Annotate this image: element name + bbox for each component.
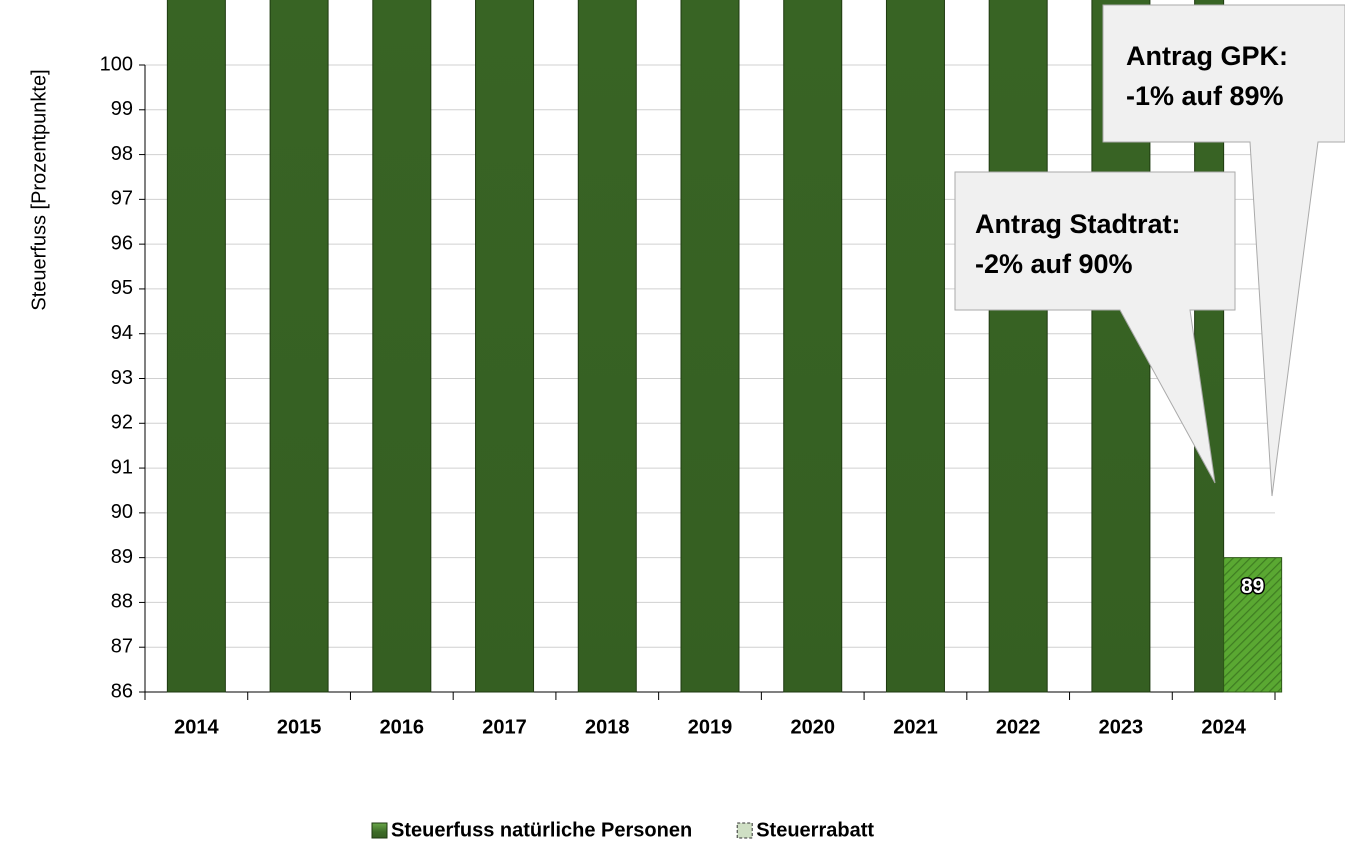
y-tick-label: 97 <box>111 188 133 210</box>
y-tick-label: 92 <box>111 412 133 434</box>
legend-swatch <box>371 822 388 839</box>
x-tick-label: 2020 <box>790 716 835 738</box>
legend-label: Steuerrabatt <box>756 819 874 841</box>
bar <box>783 0 843 693</box>
x-tick-label: 2018 <box>585 716 630 738</box>
y-tick-label: 91 <box>111 456 133 478</box>
x-tick-label: 2022 <box>996 716 1041 738</box>
annotation: -1% auf 89% <box>1126 81 1284 111</box>
bar <box>269 0 329 693</box>
y-tick-label: 90 <box>111 501 133 523</box>
y-tick-label: 88 <box>111 591 133 613</box>
y-tick-label: 99 <box>111 98 133 120</box>
x-tick-label: 2017 <box>482 716 527 738</box>
y-tick-label: 98 <box>111 143 133 165</box>
x-tick-label: 2023 <box>1099 716 1144 738</box>
y-axis-label: Steuerfuss [Prozentpunkte] <box>28 69 50 310</box>
y-tick-label: 95 <box>111 277 133 299</box>
y-tick-label: 94 <box>111 322 133 344</box>
y-tick-label: 100 <box>100 53 133 75</box>
value-label: 89 <box>1241 575 1264 598</box>
x-tick-label: 2016 <box>380 716 425 738</box>
bar <box>1223 557 1283 693</box>
annotation: -2% auf 90% <box>975 249 1133 279</box>
bar <box>885 0 945 693</box>
x-tick-label: 2019 <box>688 716 733 738</box>
x-tick-label: 2015 <box>277 716 322 738</box>
bar <box>988 0 1048 693</box>
annotation: Antrag GPK: <box>1126 41 1288 71</box>
bar <box>166 0 226 693</box>
x-tick-label: 2014 <box>174 716 219 738</box>
callout-box <box>1102 4 1345 497</box>
y-tick-label: 89 <box>111 546 133 568</box>
bar <box>577 0 637 693</box>
x-tick-label: 2024 <box>1201 716 1246 738</box>
callout-box <box>954 171 1236 484</box>
y-tick-label: 96 <box>111 232 133 254</box>
legend-swatch <box>736 822 753 839</box>
y-tick-label: 87 <box>111 635 133 657</box>
annotation: Antrag Stadtrat: <box>975 209 1181 239</box>
x-tick-label: 2021 <box>893 716 938 738</box>
y-tick-label: 93 <box>111 367 133 389</box>
y-tick-label: 86 <box>111 680 133 702</box>
bar <box>372 0 432 693</box>
legend-label: Steuerfuss natürliche Personen <box>391 819 692 841</box>
bar <box>680 0 740 693</box>
bar <box>475 0 535 693</box>
